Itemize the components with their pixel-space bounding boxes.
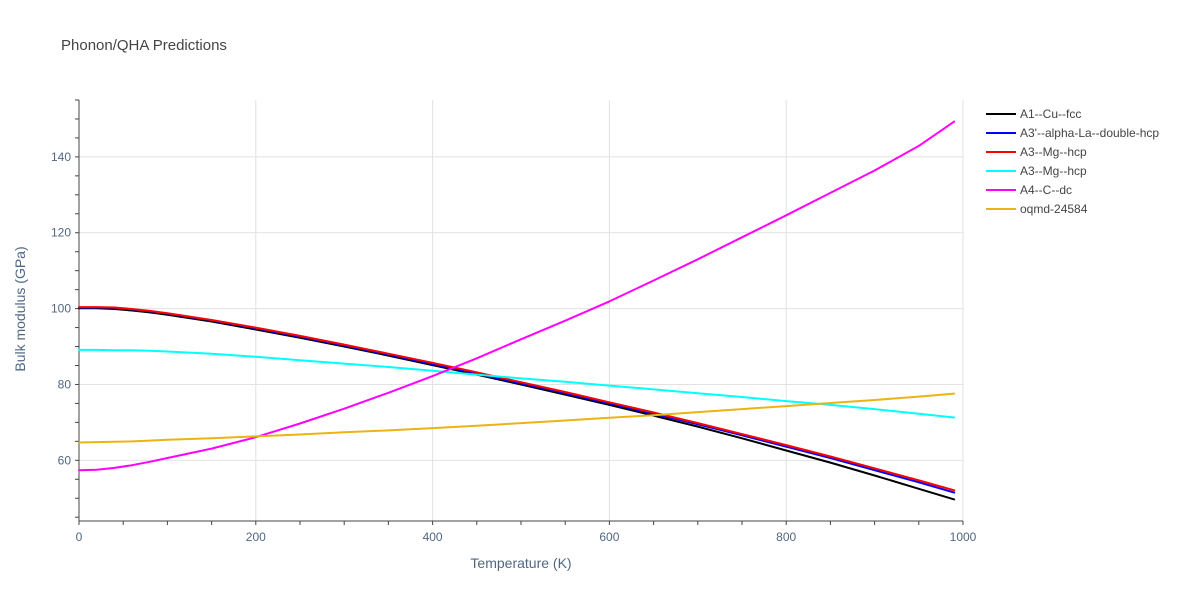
y-tick-label: 80 — [58, 377, 72, 391]
legend-label: A3'--alpha-La--double-hcp — [1020, 126, 1159, 140]
chart-title: Phonon/QHA Predictions — [61, 37, 227, 54]
series-line-4 — [78, 348, 956, 419]
legend-label: A4--C--dc — [1020, 183, 1072, 197]
legend-item[interactable]: oqmd-24584 — [986, 202, 1088, 216]
x-tick-label: 0 — [76, 530, 83, 544]
y-tick-label: 100 — [51, 302, 71, 316]
series-line-1 — [78, 307, 956, 501]
x-axis-ticks: 0 200 400 600 800 1000 — [76, 530, 977, 544]
series-line-6 — [78, 392, 956, 444]
legend-item[interactable]: A3'--alpha-La--double-hcp — [986, 126, 1159, 140]
series-line-3 — [78, 306, 956, 492]
series-line-2 — [78, 306, 956, 494]
legend-label: A3--Mg--hcp — [1020, 164, 1087, 178]
y-tick-label: 60 — [58, 453, 72, 467]
legend-label: A3--Mg--hcp — [1020, 145, 1087, 159]
plot-area — [78, 120, 956, 501]
x-tick-label: 800 — [776, 530, 796, 544]
x-axis-title: Temperature (K) — [470, 555, 571, 571]
y-axis-ticks: 60 80 100 120 140 — [51, 150, 71, 467]
legend-item[interactable]: A4--C--dc — [986, 183, 1072, 197]
x-tick-label: 200 — [246, 530, 266, 544]
legend-label: A1--Cu--fcc — [1020, 107, 1081, 121]
legend-label: oqmd-24584 — [1020, 202, 1088, 216]
x-tick-label: 1000 — [950, 530, 977, 544]
legend-item[interactable]: A3--Mg--hcp — [986, 164, 1087, 178]
legend-item[interactable]: A1--Cu--fcc — [986, 107, 1081, 121]
y-axis-title: Bulk modulus (GPa) — [12, 246, 28, 371]
y-tick-label: 120 — [51, 226, 71, 240]
axes — [75, 99, 964, 525]
y-tick-label: 140 — [51, 150, 71, 164]
x-tick-label: 400 — [423, 530, 443, 544]
x-tick-label: 600 — [599, 530, 619, 544]
legend-item[interactable]: A3--Mg--hcp — [986, 145, 1087, 159]
series-line-5 — [78, 120, 956, 472]
legend: A1--Cu--fcc A3'--alpha-La--double-hcp A3--… — [986, 107, 1159, 216]
